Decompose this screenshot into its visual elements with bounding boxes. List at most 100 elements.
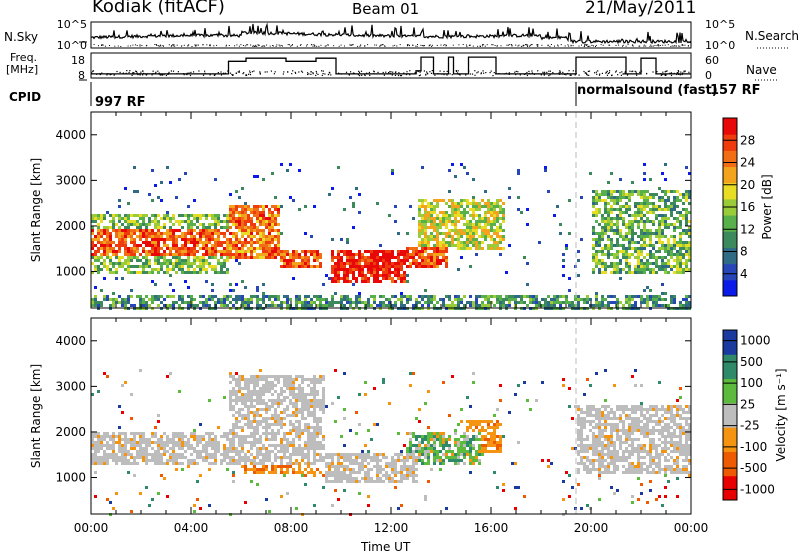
power-cell <box>184 235 187 238</box>
power-cell <box>457 211 460 214</box>
power-cell <box>640 247 643 250</box>
noise-right-tick-top: 10^5 <box>705 18 735 31</box>
velocity-cell <box>157 447 160 450</box>
velocity-cell <box>268 432 271 435</box>
power-cell <box>436 247 439 250</box>
nsearch-point <box>127 45 129 47</box>
power-cell <box>196 226 199 229</box>
velocity-cell <box>133 474 136 477</box>
power-cell <box>271 226 274 229</box>
power-cell <box>640 190 643 193</box>
velocity-cell <box>166 459 169 462</box>
power-cell <box>394 304 397 307</box>
power-cell <box>442 304 445 307</box>
velocity-cell <box>301 429 304 432</box>
power-cell <box>127 262 130 265</box>
power-cell <box>265 220 268 223</box>
power-cell <box>565 244 568 247</box>
nave-point <box>245 74 247 77</box>
nsearch-point <box>375 44 377 46</box>
power-cell <box>610 196 613 199</box>
nave-point <box>110 73 112 75</box>
power-cell <box>667 241 670 244</box>
power-cell <box>91 244 94 247</box>
power-cell <box>193 247 196 250</box>
nave-point <box>611 74 613 76</box>
nave-point <box>665 74 667 76</box>
power-cell <box>163 223 166 226</box>
nsearch-point <box>417 44 418 45</box>
velocity-cell <box>307 429 310 432</box>
nave-point <box>159 74 161 76</box>
velocity-cell <box>121 456 124 459</box>
nsearch-point <box>671 45 673 47</box>
power-cell <box>487 301 490 304</box>
power-cell <box>274 250 277 253</box>
power-cell <box>430 208 433 211</box>
velocity-cell <box>307 471 310 474</box>
power-cell <box>421 205 424 208</box>
power-cell <box>676 226 679 229</box>
nave-point <box>526 71 528 74</box>
power-cell <box>202 265 205 268</box>
power-cell <box>298 262 301 265</box>
power-cell <box>493 247 496 250</box>
power-cell <box>364 262 367 265</box>
power-cell <box>382 253 385 256</box>
power-cell <box>346 301 349 304</box>
power-cell <box>184 172 187 175</box>
power-cell <box>346 259 349 262</box>
power-cell <box>244 253 247 256</box>
power-cell <box>643 301 646 304</box>
power-cell <box>373 253 376 256</box>
power-cell <box>667 259 670 262</box>
velocity-cell <box>274 447 277 450</box>
nsearch-point <box>272 45 274 47</box>
power-cell <box>220 262 223 265</box>
power-cell <box>688 172 691 175</box>
power-cell <box>358 211 361 214</box>
power-cell <box>214 301 217 304</box>
power-cell <box>496 298 499 301</box>
power-cell <box>127 298 130 301</box>
power-cell <box>592 238 595 241</box>
velocity-cell <box>94 435 97 438</box>
velocity-cell <box>211 438 214 441</box>
nave-point <box>292 70 294 72</box>
velocity-cell <box>172 435 175 438</box>
power-cell <box>415 259 418 262</box>
power-cell <box>595 232 598 235</box>
power-cell <box>103 247 106 250</box>
velocity-cell <box>157 492 160 495</box>
power-cell <box>526 208 529 211</box>
nave-point <box>131 74 133 76</box>
power-cell <box>460 256 463 259</box>
power-cell <box>151 229 154 232</box>
power-cell <box>151 247 154 250</box>
velocity-cell <box>250 402 253 405</box>
power-cell <box>577 301 580 304</box>
power-cell <box>496 295 499 298</box>
nave-point <box>476 72 478 74</box>
power-cell <box>271 238 274 241</box>
power-cell <box>460 214 463 217</box>
power-cell <box>667 262 670 265</box>
power-cell <box>205 271 208 274</box>
power-cell <box>643 190 646 193</box>
power-cell <box>271 247 274 250</box>
velocity-cell <box>91 453 94 456</box>
power-cell <box>553 298 556 301</box>
power-cell <box>121 277 124 280</box>
velocity-cell <box>133 456 136 459</box>
power-cell <box>340 277 343 280</box>
nsearch-point <box>429 44 431 46</box>
nave-point <box>270 70 272 72</box>
velocity-cell <box>295 432 298 435</box>
power-cell <box>427 214 430 217</box>
velocity-cell <box>316 381 319 384</box>
power-cell <box>142 247 145 250</box>
power-cell <box>217 214 220 217</box>
velocity-cell <box>259 396 262 399</box>
power-cell <box>463 208 466 211</box>
power-cell <box>640 232 643 235</box>
